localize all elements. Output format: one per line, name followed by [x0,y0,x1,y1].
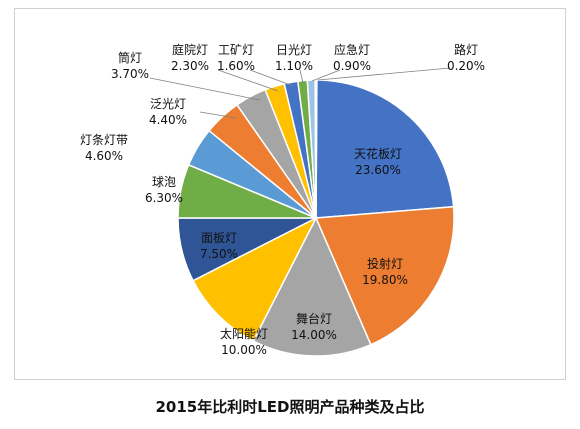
slice-category-label: 泛光灯 [150,97,186,111]
slice-label-3: 舞台灯 14.00% [291,311,337,342]
slice-category-label: 灯条灯带 [80,133,128,147]
slice-category-label: 舞台灯 [296,311,332,326]
chart-caption: 2015年比利时LED照明产品种类及占比 [155,398,425,416]
slice-label-14: 路灯 0.20% [447,42,485,73]
slice-category-label: 球泡 [152,175,176,189]
slice-value-label: 7.50% [200,247,238,261]
slice-value-label: 23.60% [355,163,401,177]
leader-line-13 [311,69,341,82]
slice-label-1: 天花板灯 23.60% [354,146,402,177]
slice-label-7: 灯条灯带 4.60% [80,133,128,163]
slice-label-12: 日光灯 1.10% [275,43,313,73]
slice-value-label: 2.30% [171,59,209,73]
slice-value-label: 0.90% [333,59,371,73]
slice-value-label: 4.40% [149,113,187,127]
pie-slice-3 [252,216,372,357]
slice-category-label: 工矿灯 [218,43,254,57]
slice-category-label: 面板灯 [201,231,237,245]
slice-category-label: 庭院灯 [172,42,208,57]
slice-label-5: 面板灯 7.50% [200,231,238,261]
slice-category-label: 路灯 [454,42,478,57]
slice-label-8: 泛光灯 4.40% [149,97,187,127]
slice-category-label: 天花板灯 [354,146,402,161]
slice-label-9: 筒灯 3.70% [111,50,149,81]
slice-value-label: 19.80% [362,273,408,287]
slice-label-10: 庭院灯 2.30% [171,42,209,73]
slice-category-label: 太阳能灯 [220,326,268,341]
pie-slice-1 [315,79,455,219]
slice-category-label: 筒灯 [118,50,142,65]
leader-line-8 [199,111,237,119]
leader-line-11 [249,69,294,87]
slice-value-label: 6.30% [145,191,183,205]
slice-label-6: 球泡 6.30% [145,175,183,205]
slice-value-label: 14.00% [291,328,337,342]
slice-category-label: 投射灯 [367,256,403,271]
pie-slice-14 [314,79,318,219]
pie-slice-2 [314,205,455,346]
slice-value-label: 1.60% [217,59,255,73]
pie-slice-4 [192,216,318,342]
slice-value-label: 10.00% [221,343,267,357]
leader-line-14 [317,67,451,81]
slice-label-4: 太阳能灯 10.00% [220,326,268,357]
slice-label-13: 应急灯 0.90% [333,42,371,73]
slice-value-label: 3.70% [111,67,149,81]
slice-category-label: 日光灯 [276,43,312,57]
slice-label-11: 工矿灯 1.60% [217,43,255,73]
leader-line-12 [299,69,304,84]
slice-value-label: 4.60% [85,149,123,163]
leader-line-9 [149,77,261,101]
slice-category-label: 应急灯 [334,42,370,57]
slice-label-2: 投射灯 19.80% [362,256,408,287]
slice-value-label: 0.20% [447,59,485,73]
leader-line-10 [217,69,279,92]
slice-value-label: 1.10% [275,59,313,73]
